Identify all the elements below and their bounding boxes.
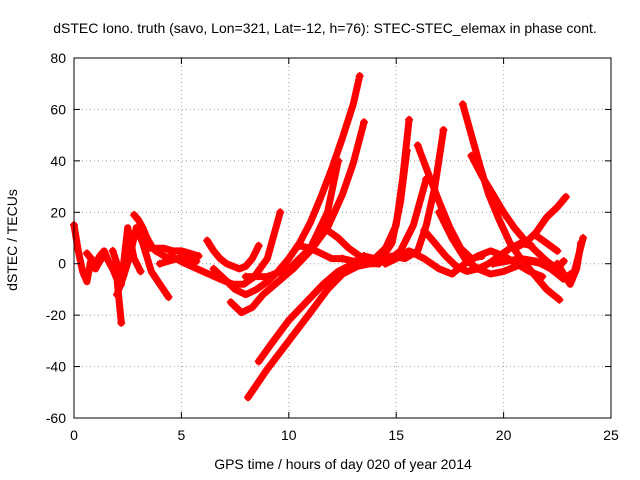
series-endpoint-marker [136,267,145,276]
series-endpoint-marker [553,259,562,268]
series-endpoint-marker [561,192,570,201]
chart-title: dSTEC Iono. truth (savo, Lon=321, Lat=-1… [53,20,597,36]
series-endpoint-marker [254,357,263,366]
series-endpoint-marker [108,246,117,255]
axis-ticks: 0 5 10 15 20 25 -60 -40 -20 0 20 40 60 80 [46,50,619,443]
series-endpoint-marker [166,252,175,260]
series-endpoint-marker [510,244,519,253]
series-endpoint-marker [402,146,411,155]
series-line-arc-08 [203,237,263,273]
series-endpoint-marker [295,241,304,250]
series-endpoint-marker [241,272,250,281]
series-endpoint-marker [553,246,562,255]
y-tick-label: 60 [50,101,66,117]
series-endpoint-marker [194,252,203,260]
series-line-arc-27 [532,231,561,255]
series-group [70,72,588,402]
x-tick-label: 5 [178,427,186,443]
series-endpoint-marker [276,208,285,217]
series-endpoint-marker [82,249,91,258]
y-axis-label: dSTEC / TECUs [4,189,20,291]
x-tick-label: 20 [496,427,512,443]
series-endpoint-marker [243,393,252,402]
series-endpoint-marker [117,318,126,327]
series-endpoint-marker [203,236,212,245]
series-line-arc-04 [113,224,172,301]
series-endpoint-marker [488,259,497,268]
series-line-arc-06 [143,244,203,260]
series-line-arc-11 [227,118,368,317]
series-endpoint-marker [334,156,343,165]
series-endpoint-marker [576,239,585,248]
x-tick-label: 15 [388,427,404,443]
series-endpoint-marker [420,226,429,235]
grid [74,58,611,418]
series-endpoint-marker [164,293,173,302]
plot-frame [73,57,612,419]
series-endpoint-marker [338,254,347,263]
x-tick-label: 0 [70,427,78,443]
series-endpoint-marker [531,231,540,240]
series-line-arc-02 [83,247,125,327]
series-endpoint-marker [355,72,364,80]
x-axis-label: GPS time / hours of day 020 of year 2014 [214,456,472,472]
series-line-arc-10 [210,72,364,299]
series-endpoint-marker [359,118,368,127]
series-endpoint-marker [405,115,414,124]
series-line-arc-28 [553,239,585,288]
series-endpoint-marker [458,100,467,109]
x-tick-label: 10 [281,427,297,443]
series-endpoint-marker [155,259,164,268]
series-endpoint-marker [439,126,448,134]
series-line-arc-03 [109,224,145,288]
series-endpoint-marker [435,208,444,217]
series-endpoint-marker [478,252,487,260]
series-line-arc-12 [242,157,342,281]
series-endpoint-marker [381,259,390,268]
series-endpoint-marker [323,226,332,235]
series-endpoint-marker [209,264,218,273]
y-tick-label: 40 [50,153,66,169]
series-line-arc-23 [459,100,563,304]
y-tick-label: 20 [50,204,66,220]
series-endpoint-marker [555,295,564,304]
series-endpoint-marker [254,241,263,250]
series-endpoint-marker [559,257,568,266]
y-tick-label: -40 [46,359,66,375]
series-endpoint-marker [467,151,476,160]
y-tick-label: -20 [46,307,66,323]
series-endpoint-marker [226,298,235,307]
x-tick-label: 25 [603,427,619,443]
series-endpoint-marker [130,210,139,219]
series-endpoint-marker [143,244,152,253]
y-tick-label: -60 [46,410,66,426]
series-endpoint-marker [413,141,422,150]
series-line-arc-26 [510,193,570,252]
series-line-arc-24 [467,152,561,273]
y-tick-label: 80 [50,50,66,66]
series-line-arc-14 [255,260,357,365]
series-endpoint-marker [359,252,368,260]
series-endpoint-marker [112,290,121,299]
y-tick-label: 0 [58,256,66,272]
